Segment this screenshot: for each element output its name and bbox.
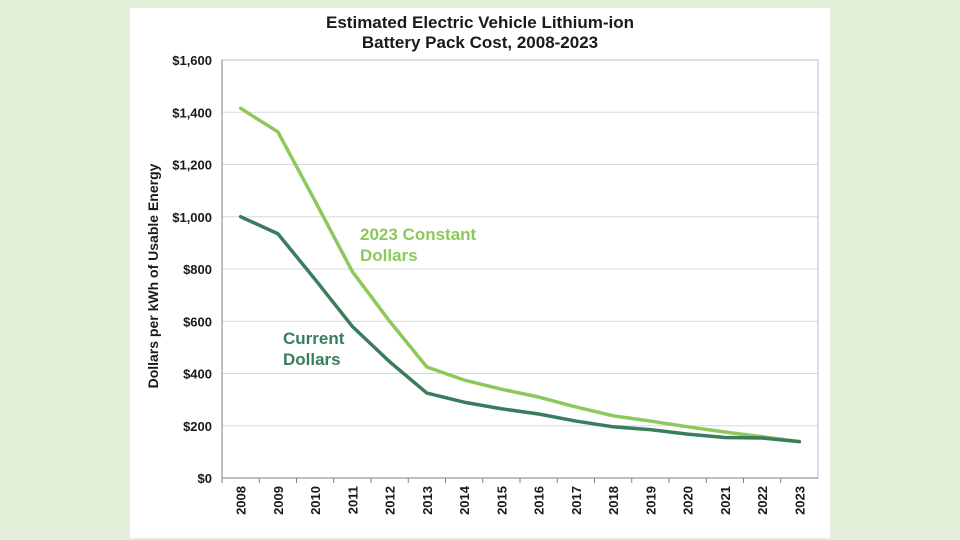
x-tick-label: 2022 <box>755 486 770 515</box>
x-tick-label: 2019 <box>643 486 658 515</box>
annotation-current: Dollars <box>283 350 341 369</box>
chart-title-line-1: Estimated Electric Vehicle Lithium-ion <box>326 13 634 32</box>
x-tick-label: 2010 <box>308 486 323 515</box>
x-tick-label: 2015 <box>494 486 509 515</box>
y-tick-labels: $0 $200 $400 $600 $800 $1,000 $1,200 $1,400 $1,6… <box>172 53 212 486</box>
x-tick-label: 2013 <box>420 486 435 515</box>
y-tick-label: $0 <box>198 471 212 486</box>
y-tick-label: $1,200 <box>172 158 212 173</box>
x-tick-label: 2017 <box>569 486 584 515</box>
x-tick-label: 2008 <box>234 486 249 515</box>
y-tick-label: $400 <box>183 367 212 382</box>
series-line-constant <box>238 106 802 444</box>
x-tick-label: 2016 <box>532 486 547 515</box>
y-tick-label: $600 <box>183 314 212 329</box>
chart-title-line-2: Battery Pack Cost, 2008-2023 <box>362 33 598 52</box>
x-tick-label: 2018 <box>606 486 621 515</box>
annotation-constant: 2023 Constant <box>360 225 477 244</box>
x-tick-label: 2021 <box>718 486 733 515</box>
y-tick-label: $1,600 <box>172 53 212 68</box>
x-tick-labels: 2008 2009 2010 2011 2012 2013 2014 2015 2016 2017… <box>221 478 807 515</box>
x-tick-label: 2009 <box>271 486 286 515</box>
annotations: 2023 Constant Dollars Current Dollars <box>283 225 477 369</box>
y-tick-label: $1,400 <box>172 105 212 120</box>
x-tick-label: 2014 <box>457 485 472 515</box>
x-tick-label: 2023 <box>792 486 807 515</box>
y-tick-label: $800 <box>183 262 212 277</box>
line-chart: Estimated Electric Vehicle Lithium-ion B… <box>145 13 819 515</box>
gridlines <box>221 59 819 479</box>
chart-panel: Estimated Electric Vehicle Lithium-ion B… <box>130 8 830 538</box>
x-tick-label: 2011 <box>345 486 360 514</box>
x-tick-label: 2020 <box>681 486 696 515</box>
annotation-constant: Dollars <box>360 246 418 265</box>
series-line-current <box>238 215 802 444</box>
series-lines <box>238 106 802 444</box>
y-tick-label: $200 <box>183 419 212 434</box>
y-axis-label: Dollars per kWh of Usable Energy <box>145 163 161 388</box>
y-tick-label: $1,000 <box>172 210 212 225</box>
x-tick-label: 2012 <box>383 486 398 515</box>
chart-title: Estimated Electric Vehicle Lithium-ion B… <box>326 13 634 52</box>
annotation-current: Current <box>283 329 345 348</box>
